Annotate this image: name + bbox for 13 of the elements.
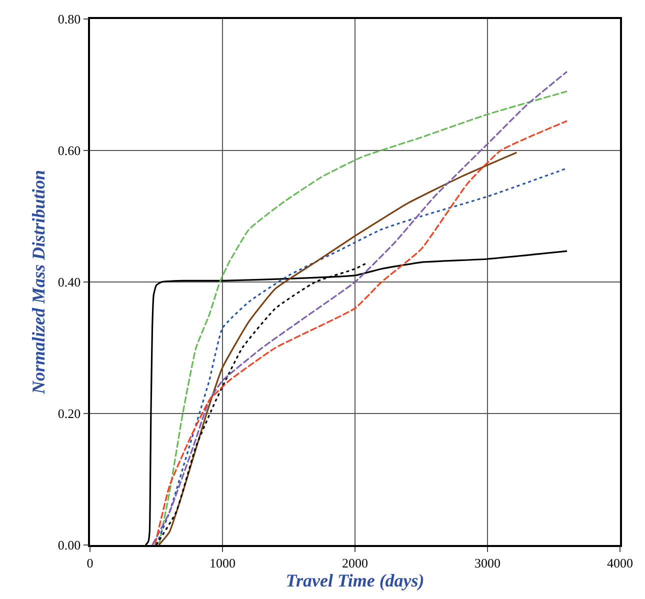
y-tick-label: 0.00	[58, 538, 81, 553]
y-tick-label: 0.60	[58, 143, 81, 158]
y-tick-label: 0.80	[58, 12, 81, 27]
x-tick-label: 0	[86, 555, 94, 570]
x-tick-label: 4000	[607, 555, 633, 570]
x-tick-label: 2000	[342, 555, 368, 570]
x-axis-title: Travel Time (days)	[286, 570, 424, 590]
y-tick-label: 0.20	[58, 406, 81, 422]
y-axis-title: Normalized Mass Distribution	[28, 170, 49, 396]
x-tick-label: 1000	[210, 555, 236, 570]
line-series	[158, 152, 518, 545]
x-tick-label: 3000	[474, 555, 500, 570]
y-tick-label: 0.40	[58, 274, 81, 290]
